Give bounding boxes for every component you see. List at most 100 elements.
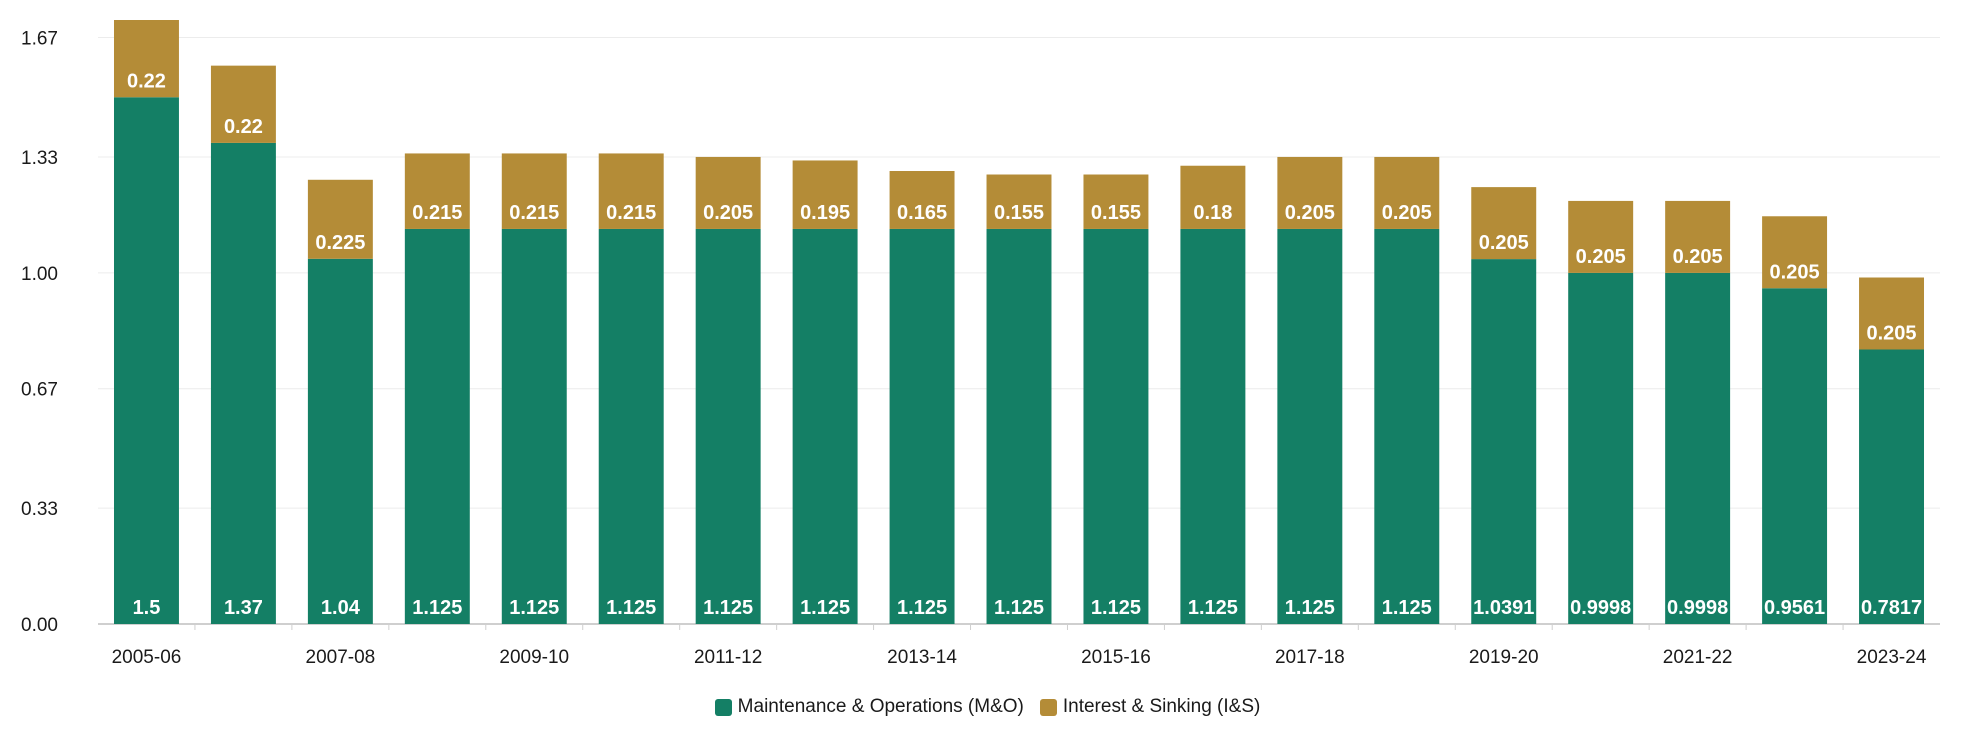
data-label-mo: 0.9998 [1667, 597, 1728, 619]
data-label-is: 0.205 [1770, 261, 1820, 283]
bar-mo[interactable] [1180, 228, 1246, 624]
data-label-mo: 1.37 [224, 597, 263, 619]
data-label-is: 0.205 [1866, 322, 1916, 344]
data-label-mo: 1.125 [994, 597, 1044, 619]
bar-is[interactable] [1083, 174, 1149, 229]
bar-is[interactable] [889, 171, 955, 229]
data-label-is: 0.205 [1285, 202, 1335, 224]
data-label-mo: 1.125 [509, 597, 559, 619]
bar-is[interactable] [1277, 156, 1343, 229]
bar-mo[interactable] [113, 97, 179, 625]
data-label-mo: 0.9998 [1570, 597, 1631, 619]
bar-mo[interactable] [1374, 228, 1440, 624]
bar-is[interactable] [1374, 156, 1440, 229]
data-label-is: 0.155 [994, 202, 1044, 224]
y-tick-label: 1.33 [21, 148, 58, 169]
bar-is[interactable] [1471, 187, 1537, 260]
bar-is[interactable] [113, 20, 179, 98]
data-label-mo: 1.5 [133, 597, 161, 619]
data-label-mo: 1.125 [1285, 597, 1335, 619]
data-label-is: 0.225 [315, 232, 365, 254]
data-label-is: 0.205 [1576, 246, 1626, 268]
data-label-is: 0.22 [224, 116, 263, 138]
bar-mo[interactable] [307, 258, 373, 624]
data-label-is: 0.22 [127, 70, 166, 92]
x-tick-label: 2015-16 [1081, 647, 1151, 668]
bar-mo[interactable] [1277, 228, 1343, 624]
bar-mo[interactable] [1471, 259, 1537, 624]
bar-mo[interactable] [792, 228, 858, 624]
y-tick-label: 0.67 [21, 380, 58, 401]
data-label-is: 0.205 [1479, 232, 1529, 254]
bar-mo[interactable] [1665, 272, 1731, 624]
data-label-mo: 1.125 [1188, 597, 1238, 619]
data-label-mo: 1.125 [412, 597, 462, 619]
bar-is[interactable] [1180, 165, 1246, 229]
data-label-is: 0.155 [1091, 202, 1141, 224]
data-label-mo: 1.0391 [1473, 597, 1534, 619]
bar-mo[interactable] [501, 228, 567, 624]
bar-is[interactable] [792, 160, 858, 229]
stacked-bar-chart: 0.00 0.33 0.67 1.00 1.33 1.67 1.5 0.22 2005-06 1.… [21, 20, 1940, 668]
data-label-mo: 1.125 [703, 597, 753, 619]
data-label-mo: 1.125 [1091, 597, 1141, 619]
x-tick-label: 2023-24 [1857, 647, 1927, 668]
bar-mo[interactable] [1859, 349, 1925, 624]
bar-mo[interactable] [695, 228, 761, 624]
legend-label-is: Interest & Sinking (I&S) [1062, 696, 1261, 717]
bar-is[interactable] [307, 179, 373, 259]
x-tick-label: 2011-12 [694, 647, 762, 668]
data-label-is: 0.205 [1673, 246, 1723, 268]
bar-is[interactable] [1568, 200, 1634, 273]
bar-mo[interactable] [889, 228, 955, 624]
bar-is[interactable] [986, 174, 1052, 229]
data-label-mo: 1.125 [800, 597, 850, 619]
x-tick-label: 2021-22 [1663, 647, 1733, 668]
bar-is[interactable] [695, 156, 761, 229]
x-tick-label: 2007-08 [306, 647, 376, 668]
bar-mo[interactable] [1568, 272, 1634, 624]
bar-is[interactable] [1762, 216, 1828, 289]
bar-is[interactable] [210, 65, 276, 143]
data-label-mo: 1.125 [606, 597, 656, 619]
legend-swatch-is [1039, 698, 1057, 716]
bar-mo[interactable] [598, 228, 664, 624]
data-label-is: 0.205 [703, 202, 753, 224]
legend-item-is[interactable]: Interest & Sinking (I&S) [1039, 696, 1261, 718]
data-label-is: 0.18 [1193, 202, 1232, 224]
data-label-is: 0.195 [800, 202, 850, 224]
data-label-is: 0.215 [412, 202, 462, 224]
data-label-is: 0.215 [509, 202, 559, 224]
legend: Maintenance & Operations (M&O) Interest … [0, 696, 1975, 718]
x-tick-label: 2017-18 [1275, 647, 1345, 668]
y-tick-label: 0.33 [21, 499, 58, 520]
data-label-mo: 1.125 [897, 597, 947, 619]
x-tick-label: 2013-14 [887, 647, 957, 668]
bar-is[interactable] [1665, 200, 1731, 273]
x-tick-label: 2019-20 [1469, 647, 1539, 668]
x-tick-label: 2005-06 [112, 647, 182, 668]
bar-is[interactable] [1859, 277, 1925, 350]
bar-mo[interactable] [986, 228, 1052, 624]
y-tick-label: 0.00 [21, 615, 58, 636]
bar-is[interactable] [598, 153, 664, 229]
bar-mo[interactable] [1083, 228, 1149, 624]
bar-mo[interactable] [1762, 288, 1828, 624]
data-label-is: 0.215 [606, 202, 656, 224]
y-tick-label: 1.00 [21, 264, 58, 285]
data-label-is: 0.165 [897, 202, 947, 224]
data-label-mo: 0.7817 [1861, 597, 1922, 619]
data-label-mo: 1.04 [321, 597, 361, 619]
y-tick-label: 1.67 [21, 29, 58, 50]
data-label-mo: 0.9561 [1764, 597, 1825, 619]
x-tick-label: 2009-10 [499, 647, 569, 668]
bar-mo[interactable] [210, 142, 276, 624]
bar-is[interactable] [404, 153, 470, 229]
legend-item-mo[interactable]: Maintenance & Operations (M&O) [714, 696, 1024, 718]
data-label-mo: 1.125 [1382, 597, 1432, 619]
bar-is[interactable] [501, 153, 567, 229]
data-label-is: 0.205 [1382, 202, 1432, 224]
bar-mo[interactable] [404, 228, 470, 624]
legend-swatch-mo [714, 698, 732, 716]
